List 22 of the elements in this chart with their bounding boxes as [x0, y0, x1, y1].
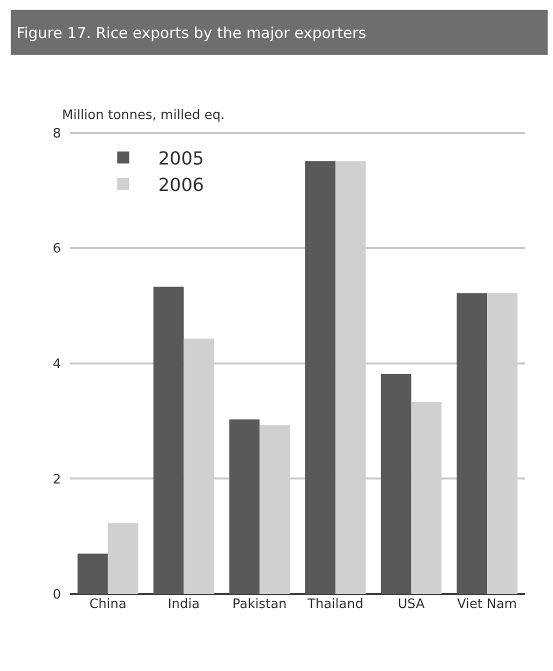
y-tick-label: 2	[52, 472, 61, 488]
y-axis-title: Million tonnes, milled eq.	[62, 108, 225, 123]
x-tick-label: China	[89, 597, 126, 612]
x-tick-label: Pakistan	[232, 597, 287, 612]
bar	[456, 293, 488, 594]
y-tick-label: 6	[52, 242, 61, 257]
bar	[380, 374, 412, 594]
x-tick-label: Viet Nam	[457, 597, 517, 612]
y-tick-label: 8	[52, 126, 61, 142]
chart-title: Figure 17. Rice exports by the major exporters	[16, 24, 366, 42]
bar	[78, 554, 108, 594]
bar	[153, 286, 184, 594]
y-tick-label: 4	[52, 356, 61, 372]
bar	[305, 161, 336, 594]
x-tick-label: USA	[398, 597, 425, 612]
bar	[108, 523, 138, 594]
y-tick-label: 0	[52, 588, 61, 603]
bar	[229, 419, 260, 594]
legend-label: 2005	[158, 148, 204, 170]
x-tick-label: Thailand	[306, 597, 364, 612]
x-tick-label: India	[168, 597, 200, 612]
legend-label: 2006	[158, 174, 204, 196]
